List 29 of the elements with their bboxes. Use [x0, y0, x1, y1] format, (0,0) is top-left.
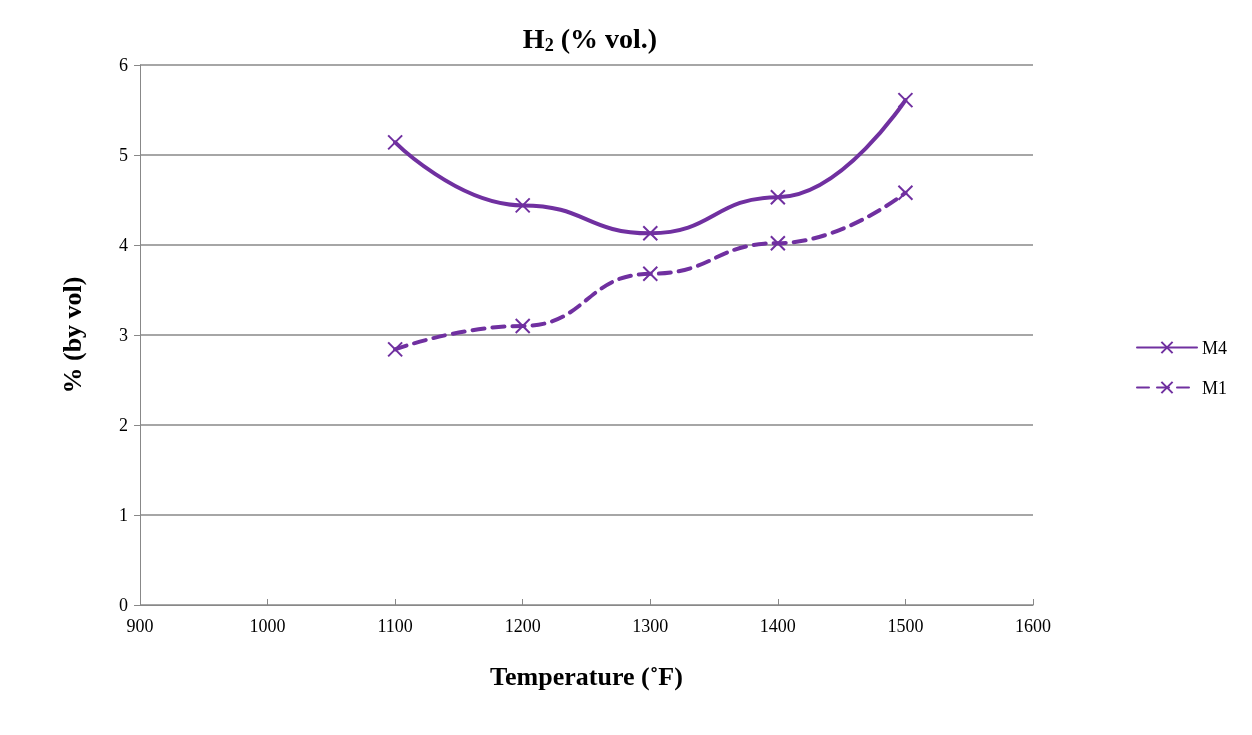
y-tick-label: 1 [119, 505, 128, 525]
x-tick-label: 1400 [759, 616, 796, 636]
point [897, 92, 914, 109]
point [769, 235, 786, 252]
point [642, 265, 659, 282]
legend-label: M1 [1202, 377, 1228, 398]
point [897, 184, 914, 201]
legend-label: M4 [1202, 337, 1228, 358]
y-tick-label: 2 [119, 415, 128, 435]
x-tick-label: 1600 [1015, 616, 1051, 636]
x-tick-label: 1000 [249, 616, 286, 636]
point [387, 341, 404, 358]
x-tick-label: 1300 [632, 616, 669, 636]
y-axis-title: % (by vol) [57, 276, 87, 394]
y-tick-label: 4 [119, 235, 128, 255]
y-tick-label: 6 [119, 55, 128, 75]
x-tick-label: 1100 [377, 616, 413, 636]
point [514, 318, 531, 334]
point [769, 189, 786, 206]
point [642, 225, 659, 242]
x-tick-label: 900 [126, 616, 154, 636]
y-tick-label: 0 [119, 595, 128, 615]
y-tick-label: 5 [119, 145, 128, 165]
point [514, 197, 531, 214]
x-tick-label: 1500 [887, 616, 924, 636]
x-axis-title: Temperature (˚F) [490, 661, 683, 691]
x-tick-label: 1200 [504, 616, 541, 636]
point [387, 134, 404, 151]
y-tick-label: 3 [119, 325, 128, 345]
